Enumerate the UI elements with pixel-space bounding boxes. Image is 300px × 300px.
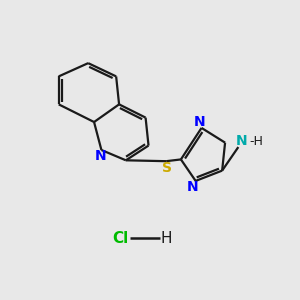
Text: Cl: Cl: [112, 231, 129, 246]
Text: S: S: [162, 161, 172, 175]
Text: N: N: [95, 149, 106, 164]
Text: N: N: [187, 180, 199, 194]
Text: H: H: [160, 231, 172, 246]
Text: N: N: [236, 134, 247, 148]
Text: -H: -H: [250, 135, 263, 148]
Text: N: N: [194, 115, 205, 129]
